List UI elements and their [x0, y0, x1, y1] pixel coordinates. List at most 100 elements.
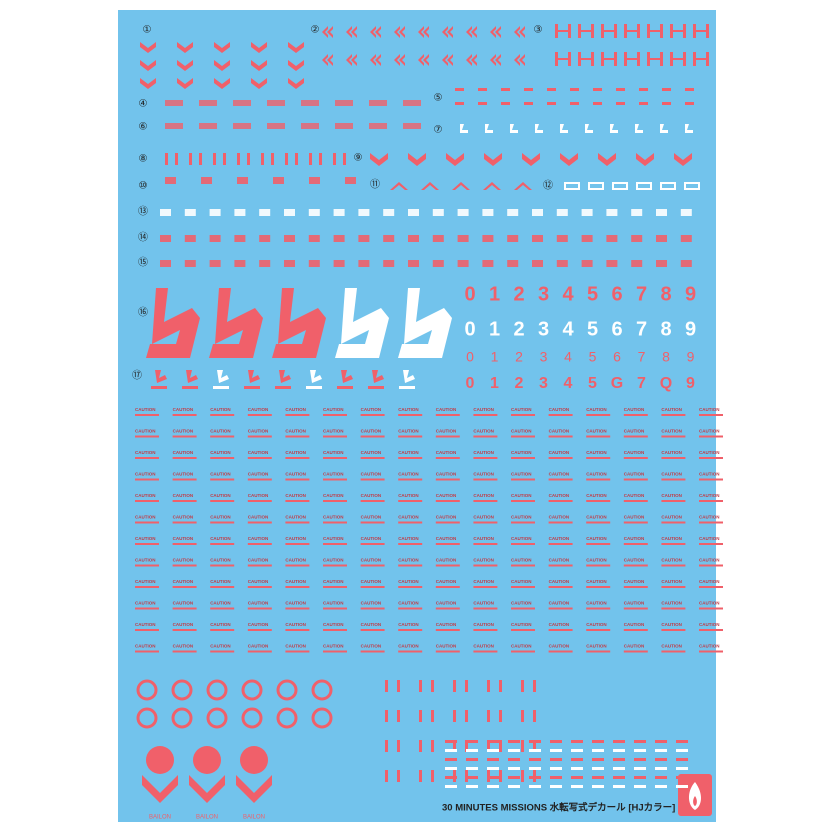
small-decal: [301, 123, 319, 129]
caution-stripe: [135, 586, 159, 588]
caution-label: CAUTION: [210, 622, 231, 627]
tiny-decal: [508, 776, 520, 779]
caution-label: CAUTION: [248, 515, 268, 520]
caution-stripe: [172, 586, 197, 588]
small-decal: [165, 100, 183, 106]
white-mark: [635, 124, 643, 133]
caution-label: CAUTION: [323, 601, 344, 606]
caution-stripe: [247, 414, 272, 416]
caution-label: CAUTION: [586, 558, 607, 563]
caution-stripe: [511, 435, 535, 438]
emblem-decal: [171, 707, 193, 729]
tiny-decal: [613, 776, 625, 779]
small-decal: [333, 260, 345, 267]
caution-label: CAUTION: [323, 472, 344, 477]
tiny-decal: [634, 749, 646, 752]
caution-stripe: [511, 414, 535, 416]
caution-label: CAUTION: [210, 450, 231, 455]
tiny-decal: [466, 776, 478, 779]
caution-label: CAUTION: [285, 536, 306, 541]
logo-decal: [186, 370, 198, 383]
digit-decal: 3: [540, 349, 548, 365]
emblem-decal: [146, 746, 174, 774]
white-mark: [585, 124, 593, 133]
bar-decal: [237, 153, 240, 165]
caution-label: CAUTION: [285, 450, 306, 455]
caution-label: CAUTION: [549, 450, 570, 455]
caution-label: CAUTION: [323, 450, 344, 455]
chevron-decal: [522, 153, 540, 166]
h-decal: [555, 52, 571, 66]
caution-stripe: [247, 478, 272, 481]
tiny-decal: [655, 776, 667, 779]
chevron-decal: [214, 78, 230, 89]
small-decal: [383, 260, 395, 267]
caution-label: CAUTION: [549, 429, 570, 434]
digit-decal: 1: [491, 349, 499, 365]
small-decal: [606, 235, 618, 242]
caution-stripe: [586, 650, 611, 653]
tiny-decal: [550, 749, 562, 752]
caution-stripe: [135, 435, 159, 438]
caution-label: CAUTION: [135, 429, 156, 434]
tiny-decal: [655, 740, 667, 743]
small-decal: [403, 100, 421, 106]
tiny-decal: [613, 758, 625, 761]
bar-decal: [343, 153, 346, 165]
caution-label: CAUTION: [323, 579, 344, 584]
caution-stripe: [623, 414, 648, 416]
caution-stripe: [172, 543, 197, 545]
logo-decal: [341, 370, 353, 383]
emblem-label: BAILON: [149, 815, 171, 821]
caution-stripe: [285, 564, 310, 567]
small-decal: [680, 260, 692, 267]
logo-text: [399, 386, 415, 389]
caution-stripe: [623, 478, 648, 481]
caution-label: CAUTION: [586, 429, 607, 434]
tiny-decal: [487, 758, 499, 761]
small-decal: [308, 260, 320, 267]
tiny-decal: [466, 785, 478, 788]
caution-label: CAUTION: [586, 407, 607, 412]
caution-label: CAUTION: [135, 601, 156, 606]
caution-label: CAUTION: [511, 558, 532, 563]
caution-stripe: [661, 543, 686, 545]
caution-label: CAUTION: [135, 450, 156, 455]
section-number: ⑪: [370, 179, 380, 191]
emblem-decal: [189, 775, 225, 803]
emblem-decal: [240, 746, 268, 774]
caution-label: CAUTION: [511, 579, 532, 584]
caution-label: CAUTION: [699, 558, 720, 563]
section-number: ⑮: [138, 257, 148, 269]
chevron-decal: [177, 42, 193, 53]
caution-stripe: [435, 586, 460, 588]
caution-label: CAUTION: [661, 429, 682, 434]
caution-label: CAUTION: [624, 493, 645, 498]
caution-stripe: [548, 521, 573, 524]
section-number: ④: [139, 99, 148, 110]
small-decal: [507, 260, 519, 267]
caution-stripe: [511, 543, 535, 545]
caution-label: CAUTION: [699, 407, 720, 412]
caution-stripe: [473, 500, 498, 502]
caution-label: CAUTION: [436, 622, 457, 627]
caution-stripe: [511, 629, 535, 631]
caution-label: CAUTION: [361, 536, 382, 541]
small-decal: [369, 123, 387, 129]
big-b-decal: [335, 288, 389, 358]
digit-decal: 3: [538, 318, 549, 340]
h-decal: [624, 24, 640, 38]
caution-label: CAUTION: [549, 579, 570, 584]
chevron-decal: [446, 153, 464, 166]
flame-logo: [688, 782, 702, 810]
tiny-decal: [550, 776, 562, 779]
small-decal: [606, 260, 618, 267]
caution-stripe: [210, 500, 235, 502]
caution-stripe: [285, 629, 310, 631]
caution-label: CAUTION: [285, 558, 306, 563]
dash-decal: [524, 102, 533, 105]
caution-stripe: [473, 414, 498, 416]
small-decal: [358, 209, 370, 216]
bar-decal: [533, 680, 536, 692]
caution-stripe: [247, 607, 272, 610]
